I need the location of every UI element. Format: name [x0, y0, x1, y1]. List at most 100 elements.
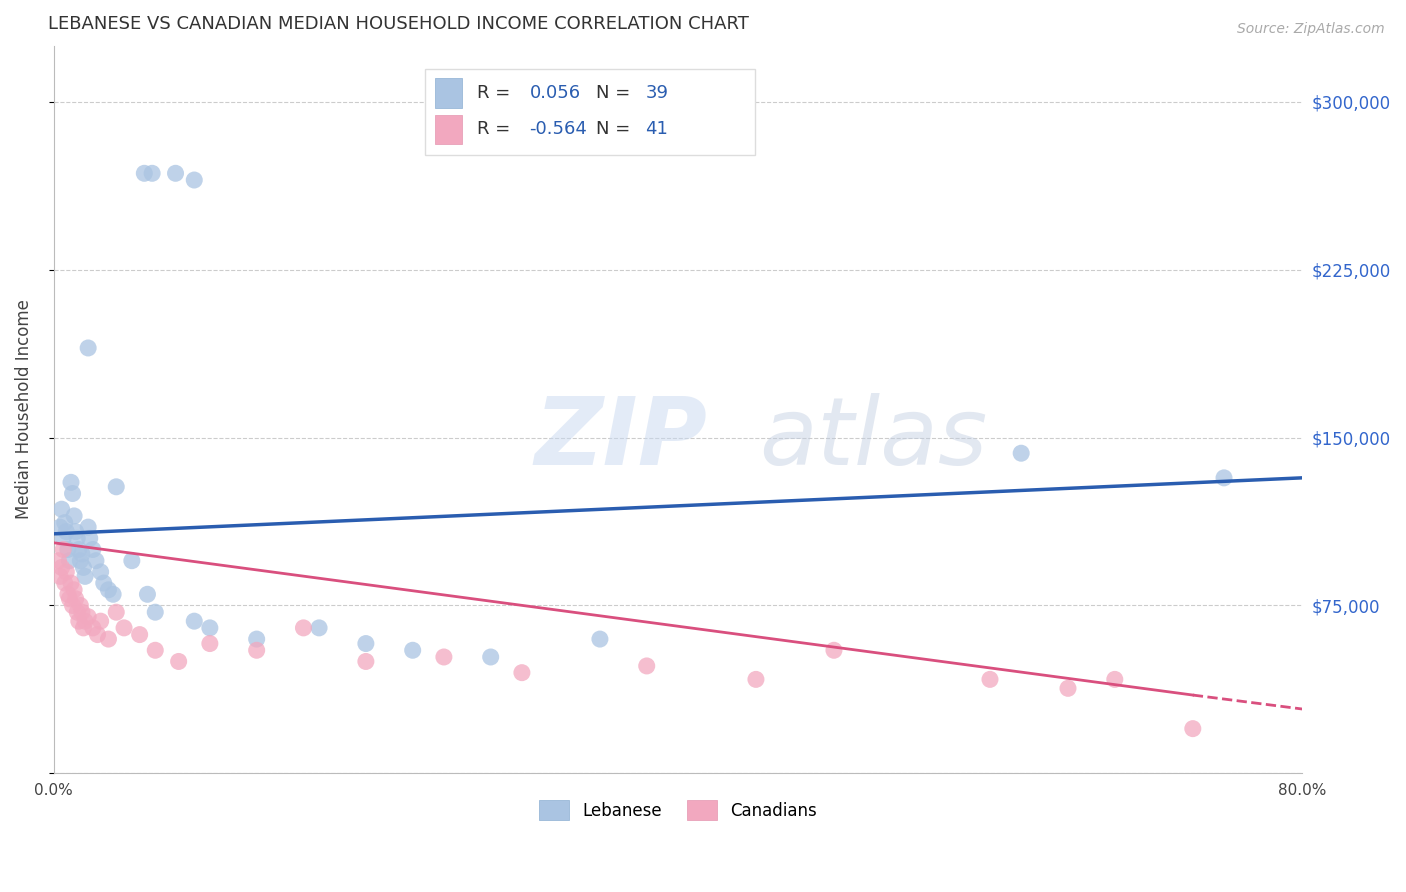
Point [66, 605, 89, 619]
Point [979, 673, 1001, 687]
Point [292, 621, 315, 635]
Point [49, 520, 72, 534]
Point [52, 542, 75, 557]
Point [90, 614, 112, 628]
Point [73, 569, 96, 583]
Point [55, 524, 77, 539]
Text: R =: R = [477, 120, 510, 138]
Point [143, 605, 166, 619]
Point [354, 636, 377, 650]
Point [62, 599, 84, 613]
Text: LEBANESE VS CANADIAN MEDIAN HOUSEHOLD INCOME CORRELATION CHART: LEBANESE VS CANADIAN MEDIAN HOUSEHOLD IN… [48, 15, 748, 33]
Point [49, 569, 72, 583]
Text: R =: R = [477, 84, 510, 102]
Point [62, 486, 84, 500]
Point [55, 565, 77, 579]
Point [73, 614, 96, 628]
Point [59, 475, 82, 490]
Text: atlas: atlas [759, 393, 987, 484]
Point [63, 582, 86, 597]
Text: ZIP: ZIP [534, 392, 707, 484]
Point [354, 655, 377, 669]
Point [198, 621, 221, 635]
Point [165, 166, 187, 180]
Point [82, 542, 104, 557]
Point [112, 621, 135, 635]
Point [72, 621, 94, 635]
Point [105, 480, 128, 494]
Text: 41: 41 [645, 120, 668, 138]
Point [636, 659, 658, 673]
Point [1213, 471, 1236, 485]
Point [183, 614, 205, 628]
Point [65, 591, 87, 606]
Point [67, 542, 90, 557]
Point [51, 502, 73, 516]
Point [183, 173, 205, 187]
Point [52, 531, 75, 545]
Point [51, 560, 73, 574]
Point [97, 632, 120, 646]
Point [105, 605, 128, 619]
Point [77, 609, 100, 624]
Point [479, 650, 502, 665]
Point [69, 599, 91, 613]
Point [79, 531, 101, 545]
Point [86, 627, 108, 641]
Point [308, 621, 330, 635]
Point [510, 665, 533, 680]
Point [72, 560, 94, 574]
Point [77, 341, 100, 355]
Point [143, 643, 166, 657]
Point [65, 524, 87, 539]
Point [1057, 681, 1080, 696]
Point [1181, 722, 1204, 736]
Text: 0.056: 0.056 [530, 84, 581, 102]
Point [402, 643, 425, 657]
Point [90, 565, 112, 579]
Point [48, 554, 70, 568]
Text: Source: ZipAtlas.com: Source: ZipAtlas.com [1237, 22, 1385, 37]
Point [246, 632, 269, 646]
Point [433, 650, 456, 665]
Point [70, 547, 93, 561]
Point [56, 542, 79, 557]
Point [69, 554, 91, 568]
Point [823, 643, 845, 657]
Point [141, 166, 163, 180]
Y-axis label: Median Household Income: Median Household Income [15, 300, 32, 519]
Point [121, 554, 143, 568]
Point [134, 166, 156, 180]
FancyBboxPatch shape [425, 69, 755, 155]
Point [246, 643, 269, 657]
Point [82, 621, 104, 635]
Point [101, 587, 124, 601]
Point [77, 520, 100, 534]
Point [66, 531, 89, 545]
Point [136, 587, 159, 601]
Point [53, 516, 76, 530]
Point [745, 673, 768, 687]
Point [198, 636, 221, 650]
Point [56, 587, 79, 601]
Text: 39: 39 [645, 84, 668, 102]
Point [84, 554, 107, 568]
FancyBboxPatch shape [434, 115, 463, 144]
Point [70, 605, 93, 619]
Point [167, 655, 190, 669]
Point [1104, 673, 1126, 687]
Point [1010, 446, 1032, 460]
FancyBboxPatch shape [434, 78, 463, 108]
Point [59, 576, 82, 591]
Point [53, 576, 76, 591]
Text: N =: N = [596, 120, 630, 138]
Text: -0.564: -0.564 [530, 120, 588, 138]
Point [589, 632, 612, 646]
Point [58, 591, 80, 606]
Point [128, 627, 150, 641]
Point [67, 614, 90, 628]
Legend: Lebanese, Canadians: Lebanese, Canadians [533, 793, 824, 827]
Point [93, 576, 115, 591]
Point [63, 508, 86, 523]
Point [97, 582, 120, 597]
